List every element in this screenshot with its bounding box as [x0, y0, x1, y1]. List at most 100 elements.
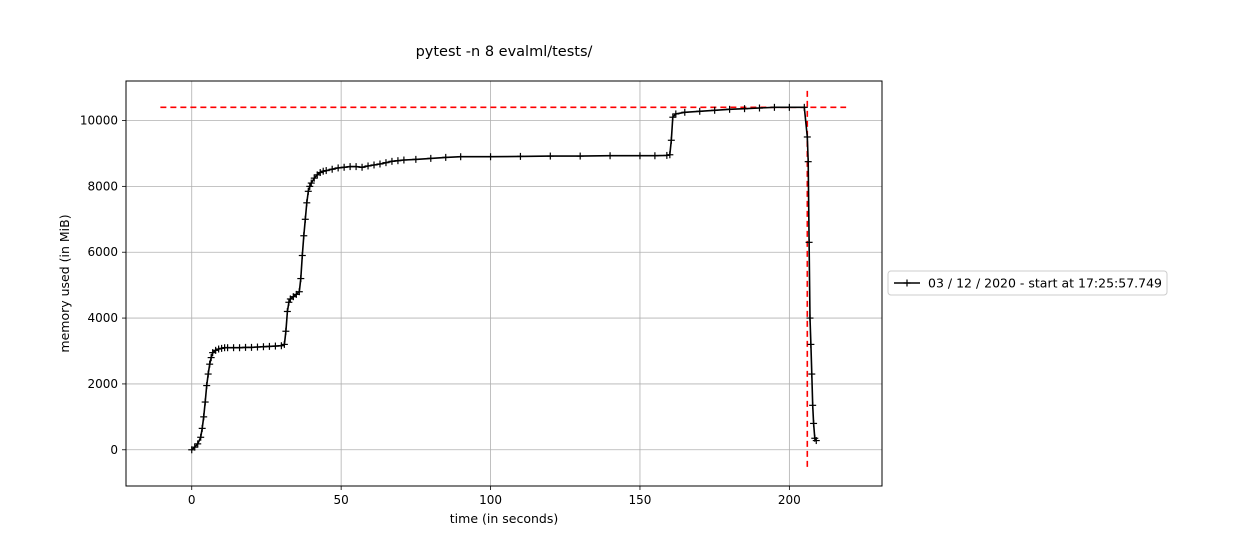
- data-point-marker: [364, 162, 372, 170]
- legend-series-label: 03 / 12 / 2020 - start at 17:25:57.749: [928, 276, 1162, 291]
- data-point-marker: [711, 106, 719, 114]
- data-point-marker: [285, 298, 293, 306]
- data-point-marker: [316, 169, 324, 177]
- data-point-marker: [667, 136, 675, 144]
- data-point-marker: [265, 342, 273, 350]
- x-tick-label: 0: [188, 493, 196, 507]
- data-point-marker: [651, 152, 659, 160]
- legend-box: [887, 270, 1168, 296]
- data-point-marker: [224, 344, 232, 352]
- data-point-marker: [271, 342, 279, 350]
- data-point-marker: [388, 157, 396, 165]
- data-point-marker: [370, 161, 378, 169]
- data-point-marker: [663, 151, 671, 159]
- data-point-marker: [328, 165, 336, 173]
- data-point-marker: [800, 103, 808, 111]
- data-point-marker: [319, 167, 327, 175]
- data-point-marker: [301, 215, 309, 223]
- data-point-marker: [809, 401, 817, 409]
- y-tick-label: 4000: [87, 311, 118, 325]
- data-point-marker: [277, 342, 285, 350]
- data-point-marker: [804, 158, 812, 166]
- data-point-marker: [298, 252, 306, 260]
- data-point-marker: [280, 340, 288, 348]
- data-point-marker: [242, 343, 250, 351]
- data-point-marker: [236, 344, 244, 352]
- data-point-marker: [376, 160, 384, 168]
- grid-layer: [126, 81, 882, 486]
- data-point-marker: [726, 105, 734, 113]
- data-point-marker: [322, 167, 330, 175]
- data-point-marker: [194, 440, 202, 448]
- y-tick-label: 2000: [87, 377, 118, 391]
- plot-frame: [125, 80, 883, 487]
- data-point-marker: [487, 153, 495, 161]
- data-point-marker: [672, 110, 680, 118]
- data-point-marker: [212, 346, 220, 354]
- data-point-marker: [334, 164, 342, 172]
- legend: 03 / 12 / 2020 - start at 17:25:57.749: [887, 270, 1168, 296]
- data-point-marker: [200, 413, 208, 421]
- data-point-marker: [546, 152, 554, 160]
- legend-marker-plus-icon: [903, 279, 911, 287]
- data-point-marker: [198, 424, 206, 432]
- x-tick-label: 100: [479, 493, 502, 507]
- data-point-marker: [770, 103, 778, 111]
- data-point-marker: [666, 151, 674, 159]
- data-point-marker: [805, 238, 813, 246]
- x-tick-label: 50: [334, 493, 349, 507]
- data-point-marker: [803, 133, 811, 141]
- data-point-marker: [340, 163, 348, 171]
- data-point-marker: [307, 179, 315, 187]
- data-point-marker: [306, 182, 314, 190]
- data-point-marker: [394, 157, 402, 165]
- chart-title: pytest -n 8 evalml/tests/: [416, 44, 593, 60]
- x-tick-label: 150: [629, 493, 652, 507]
- data-point-marker: [282, 327, 290, 335]
- data-point-marker: [636, 152, 644, 160]
- data-point-marker: [346, 163, 354, 171]
- data-point-marker: [201, 398, 209, 406]
- data-point-marker: [810, 419, 818, 427]
- data-point-marker: [304, 187, 312, 195]
- data-point-marker: [427, 154, 435, 162]
- y-axis-label: memory used (in MiB): [57, 214, 72, 352]
- data-point-marker: [755, 104, 763, 112]
- data-point-marker: [741, 105, 749, 113]
- data-point-marker: [197, 433, 205, 441]
- data-point-marker: [516, 152, 524, 160]
- data-point-marker: [203, 382, 211, 390]
- data-point-marker: [696, 107, 704, 115]
- y-tick-label: 8000: [87, 179, 118, 193]
- data-point-marker: [230, 344, 238, 352]
- data-point-marker: [215, 345, 223, 353]
- data-point-marker: [283, 307, 291, 315]
- data-point-marker: [382, 159, 390, 167]
- data-point-marker: [807, 340, 815, 348]
- y-tick-label: 6000: [87, 245, 118, 259]
- data-point-marker: [300, 232, 308, 240]
- data-point-marker: [669, 113, 677, 121]
- data-point-marker: [808, 370, 816, 378]
- data-point-marker: [576, 152, 584, 160]
- data-point-marker: [412, 155, 420, 163]
- x-tick-label: 200: [778, 493, 801, 507]
- data-point-marker: [207, 354, 215, 362]
- data-point-marker: [303, 199, 311, 207]
- series-layer: [188, 103, 820, 454]
- data-point-marker: [206, 360, 214, 368]
- y-tick-label: 10000: [80, 114, 118, 128]
- data-point-marker: [218, 344, 226, 352]
- data-point-marker: [295, 288, 303, 296]
- data-point-marker: [191, 443, 199, 451]
- data-point-marker: [457, 153, 465, 161]
- data-point-marker: [352, 163, 360, 171]
- data-point-marker: [442, 153, 450, 161]
- data-point-marker: [812, 437, 820, 445]
- data-point-marker: [253, 343, 261, 351]
- data-point-marker: [297, 275, 305, 283]
- data-point-marker: [681, 108, 689, 116]
